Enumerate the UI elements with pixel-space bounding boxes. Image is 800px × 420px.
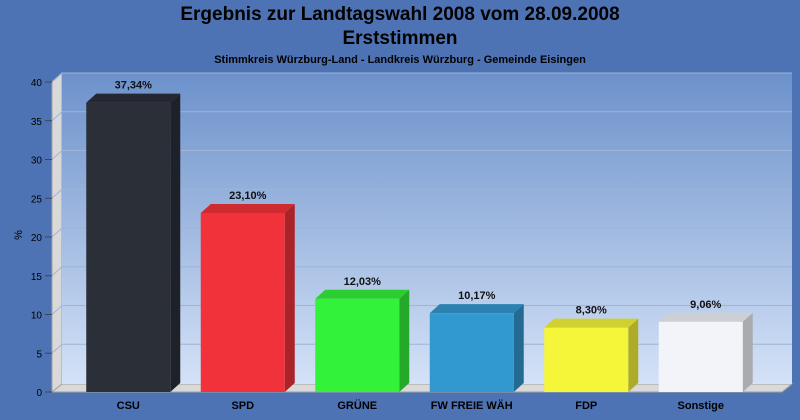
bar	[658, 321, 743, 392]
data-label: 8,30%	[576, 305, 607, 317]
x-tick-label: FDP	[575, 400, 597, 412]
gridline-diag	[51, 111, 63, 122]
bar-side	[399, 289, 410, 392]
y-tick-label: 25	[31, 194, 43, 205]
bar-side	[628, 318, 639, 392]
x-tick-label: GRÜNE	[337, 399, 377, 412]
x-axis-labels: CSU SPD GRÜNE FW FREIE WÄH FDP Sonstige	[117, 399, 724, 412]
data-label: 12,03%	[344, 276, 382, 288]
data-label: 10,17%	[458, 290, 496, 302]
y-axis-ticks: 0 5 10 15 20 25 30 35 40	[31, 78, 52, 399]
bar-side	[513, 304, 524, 392]
gridlines	[51, 72, 792, 354]
chart-title-line-2: Erststimmen	[342, 28, 458, 49]
data-label: 9,06%	[690, 299, 721, 311]
bar-top	[429, 304, 524, 314]
chart-subtitle: Stimmkreis Würzburg-Land - Landkreis Wür…	[214, 54, 586, 66]
y-tick-label: 15	[31, 272, 43, 283]
gridline-diag	[51, 72, 63, 83]
bar-side	[284, 203, 295, 392]
y-tick-label: 20	[31, 233, 43, 244]
data-labels: 37,34% 23,10% 12,03% 10,17% 8,30% 9,06%	[115, 80, 722, 317]
bar	[86, 102, 171, 393]
gridline-diag	[51, 150, 63, 160]
bar-side	[742, 312, 753, 392]
y-tick-label: 10	[31, 311, 43, 322]
data-label: 23,10%	[229, 190, 267, 202]
gridline-diag	[51, 343, 63, 354]
y-tick-label: 5	[36, 349, 42, 360]
bar-top	[315, 289, 410, 299]
bars	[86, 93, 753, 393]
bar	[544, 327, 629, 392]
x-tick-label: SPD	[231, 400, 254, 412]
y-tick-label: 0	[36, 388, 42, 399]
gridline-diag	[51, 305, 63, 315]
y-tick-label: 30	[31, 156, 43, 167]
bar-top	[200, 203, 295, 213]
y-axis-label: %	[13, 230, 25, 240]
chart-title: Ergebnis zur Landtagswahl 2008 vom 28.09…	[180, 4, 620, 25]
bar-top	[544, 318, 639, 328]
gridline-diag	[51, 188, 63, 199]
gridline-diag	[51, 266, 63, 277]
bar	[200, 212, 285, 392]
bar-top	[86, 93, 181, 103]
y-tick-label: 35	[31, 117, 43, 128]
bar	[429, 313, 514, 392]
y-tick-label: 40	[31, 78, 43, 89]
x-tick-label: Sonstige	[678, 400, 724, 412]
bar	[315, 298, 400, 392]
x-tick-label: FW FREIE WÄH	[431, 399, 513, 412]
data-label: 37,34%	[115, 80, 153, 92]
bar-top	[658, 312, 753, 322]
x-tick-label: CSU	[117, 400, 140, 412]
bar-side	[170, 93, 181, 393]
gridline-diag	[51, 227, 63, 238]
